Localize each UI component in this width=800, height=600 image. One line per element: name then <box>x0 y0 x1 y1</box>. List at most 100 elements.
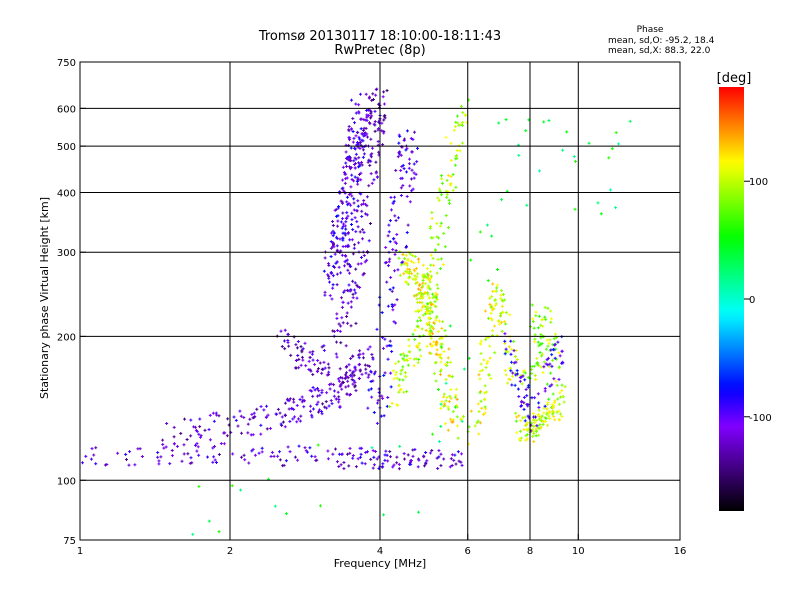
scatter-point <box>172 425 176 429</box>
scatter-point <box>339 341 343 345</box>
scatter-point <box>330 297 334 301</box>
scatter-point <box>211 411 215 415</box>
scatter-point <box>252 411 256 415</box>
scatter-point <box>335 235 339 239</box>
scatter-point <box>341 165 345 169</box>
scatter-point <box>331 452 335 456</box>
scatter-point <box>345 211 349 215</box>
scatter-point <box>397 151 401 155</box>
scatter-point <box>337 395 341 399</box>
scatter-point <box>357 110 361 114</box>
scatter-point <box>308 388 312 392</box>
scatter-point <box>259 405 263 409</box>
scatter-point <box>341 321 345 325</box>
scatter-point <box>376 398 380 402</box>
scatter-point <box>309 409 313 413</box>
scatter-point <box>329 399 333 403</box>
scatter-point <box>399 186 403 190</box>
scatter-point <box>367 373 371 377</box>
scatter-point <box>331 264 335 268</box>
scatter-point <box>299 363 303 367</box>
scatter-point <box>388 287 392 291</box>
scatter-point <box>345 375 349 379</box>
scatter-point <box>282 339 286 343</box>
scatter-point <box>421 284 425 288</box>
scatter-point <box>321 402 325 406</box>
scatter-point <box>345 200 349 204</box>
scatter-point <box>349 300 353 304</box>
scatter-point <box>278 450 282 454</box>
scatter-point <box>414 278 418 282</box>
scatter-point <box>375 421 379 425</box>
scatter-point <box>322 344 326 348</box>
scatter-point <box>403 257 407 261</box>
scatter-point <box>315 458 319 462</box>
scatter-point <box>416 465 420 469</box>
scatter-point <box>415 275 419 279</box>
scatter-point <box>408 200 412 204</box>
scatter-point <box>211 446 215 450</box>
scatter-point <box>296 458 300 462</box>
scatter-point <box>196 445 200 449</box>
scatter-point <box>313 455 317 459</box>
scatter-point <box>440 326 444 330</box>
scatter-point <box>236 424 240 428</box>
scatter-point <box>348 238 352 242</box>
scatter-point <box>269 454 273 458</box>
scatter-point <box>350 211 354 215</box>
scatter-point <box>354 389 358 393</box>
scatter-point <box>410 254 414 258</box>
scatter-point <box>347 464 351 468</box>
x-tick-label: 2 <box>227 546 233 557</box>
scatter-point <box>401 184 405 188</box>
scatter-point <box>364 371 368 375</box>
scatter-point <box>425 459 429 463</box>
scatter-point <box>391 247 395 251</box>
scatter-point <box>339 324 343 328</box>
scatter-point <box>426 267 430 271</box>
scatter-point <box>408 462 412 466</box>
scatter-point <box>363 260 367 264</box>
scatter-point <box>447 400 451 404</box>
scatter-point <box>340 387 344 391</box>
scatter-point <box>348 451 352 455</box>
scatter-point <box>340 316 344 320</box>
scatter-point <box>336 219 340 223</box>
scatter-point <box>358 164 362 168</box>
scatter-point <box>333 208 337 212</box>
scatter-point <box>359 452 363 456</box>
scatter-point <box>358 141 362 145</box>
scatter-point <box>390 289 394 293</box>
scatter-point <box>366 135 370 139</box>
scatter-point <box>313 363 317 367</box>
scatter-point <box>358 369 362 373</box>
scatter-point <box>234 418 238 422</box>
scatter-point <box>439 352 443 356</box>
x-tick-label: 4 <box>377 546 383 557</box>
scatter-point <box>260 450 264 454</box>
scatter-point <box>348 374 352 378</box>
x-tick-label: 1 <box>77 546 83 557</box>
scatter-point <box>327 404 331 408</box>
scatter-point <box>301 347 305 351</box>
scatter-point <box>434 343 438 347</box>
scatter-point <box>443 329 447 333</box>
scatter-point <box>352 373 356 377</box>
scatter-point <box>390 350 394 354</box>
scatter-point <box>94 446 98 450</box>
scatter-point <box>198 425 202 429</box>
scatter-point <box>281 420 285 424</box>
scatter-point <box>392 463 396 467</box>
scatter-point <box>448 394 452 398</box>
scatter-point <box>414 172 418 176</box>
scatter-point <box>250 449 254 453</box>
scatter-point <box>350 194 354 198</box>
scatter-point <box>386 395 390 399</box>
scatter-point <box>453 395 457 399</box>
scatter-point <box>343 377 347 381</box>
scatter-point <box>443 362 447 366</box>
scatter-point <box>393 240 397 244</box>
scatter-point <box>353 380 357 384</box>
scatter-point <box>440 342 444 346</box>
scatter-point <box>381 346 385 350</box>
